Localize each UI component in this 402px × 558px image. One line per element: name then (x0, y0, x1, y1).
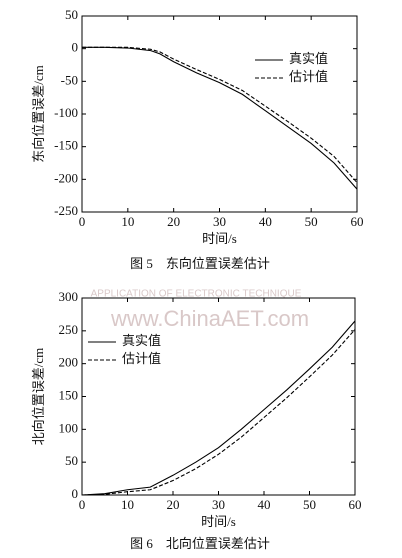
legend-label: 真实值 (122, 333, 161, 348)
y-tick-label: -250 (54, 203, 78, 218)
y-tick-label: 50 (65, 453, 78, 468)
y-tick-label: -200 (54, 170, 78, 185)
legend-label: 估计值 (289, 69, 328, 84)
x-tick-label: 20 (167, 214, 180, 229)
y-tick-label: -50 (61, 72, 78, 87)
x-tick-label: 60 (351, 214, 364, 229)
y-tick-label: -100 (54, 105, 78, 120)
y-axis-label: 东向位置误差/cm (31, 65, 46, 163)
x-tick-label: 50 (305, 214, 318, 229)
caption: 图 5 东向位置误差估计 (130, 256, 270, 271)
series-line (82, 46, 358, 190)
series-line (81, 320, 356, 496)
x-axis-label: 时间/s (201, 514, 236, 529)
y-tick-label: 200 (59, 355, 79, 370)
watermark-url: www.ChinaAET.com (110, 306, 309, 331)
x-tick-label: 50 (303, 497, 316, 512)
x-tick-label: 60 (349, 497, 362, 512)
caption: 图 6 北向位置误差估计 (130, 536, 270, 551)
legend-label: 估计值 (122, 351, 161, 366)
x-axis-label: 时间/s (202, 231, 237, 246)
legend-label: 真实值 (289, 51, 328, 66)
y-tick-label: 100 (59, 420, 79, 435)
y-tick-label: 50 (65, 7, 78, 22)
series-line (82, 46, 358, 183)
x-tick-label: 40 (259, 214, 272, 229)
y-tick-label: 0 (72, 486, 79, 501)
series-line (81, 329, 356, 496)
y-axis-label: 北向位置误差/cm (31, 348, 46, 446)
y-tick-label: 0 (72, 40, 79, 55)
x-tick-label: 30 (213, 214, 226, 229)
plot-frame (81, 15, 358, 213)
y-tick-label: 150 (59, 387, 79, 402)
y-tick-label: 250 (59, 322, 79, 337)
x-tick-label: 0 (79, 214, 86, 229)
x-tick-label: 20 (167, 497, 180, 512)
x-tick-label: 30 (212, 497, 225, 512)
y-tick-label: -150 (54, 138, 78, 153)
watermark-text: APPLICATION OF ELECTRONIC TECHNIQUE (91, 289, 302, 300)
x-tick-label: 10 (121, 497, 134, 512)
x-tick-label: 40 (258, 497, 271, 512)
x-tick-label: 0 (79, 497, 86, 512)
x-tick-label: 10 (121, 214, 134, 229)
y-tick-label: 300 (59, 289, 79, 304)
